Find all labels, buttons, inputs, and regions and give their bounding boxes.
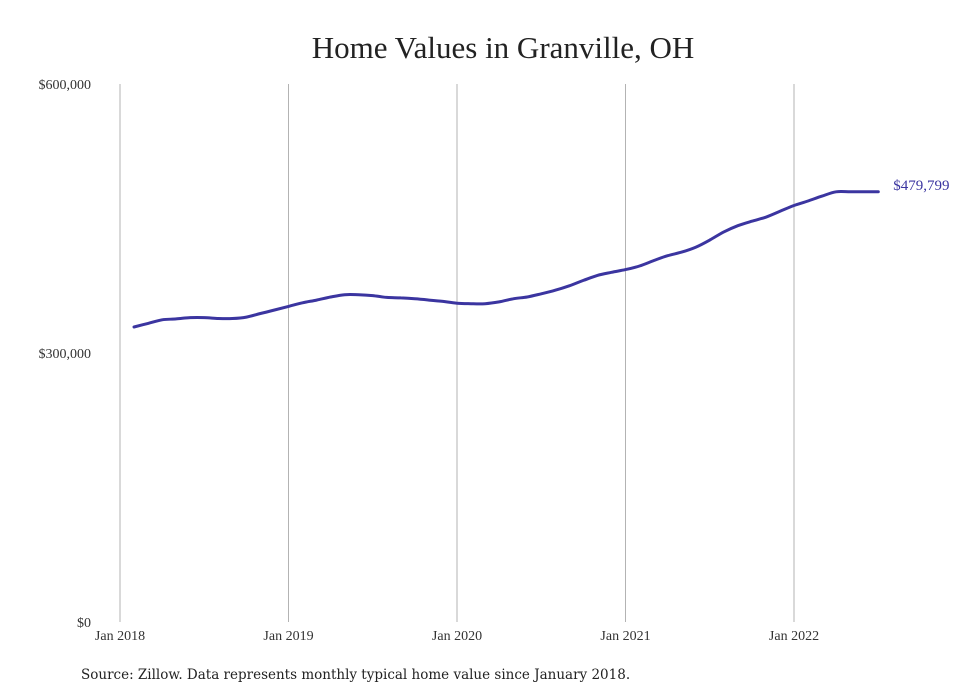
x-tick-label: Jan 2020 xyxy=(432,629,482,644)
x-tick-label: Jan 2019 xyxy=(263,629,313,644)
y-tick-label: $300,000 xyxy=(39,347,92,362)
x-tick-label: Jan 2018 xyxy=(95,629,145,644)
y-tick-label: $600,000 xyxy=(39,78,92,93)
end-value-label: $479,799 xyxy=(893,178,949,194)
series-lines xyxy=(132,189,880,329)
data-labels: $479,799 xyxy=(893,178,949,194)
y-axis-tick-labels: $0 $300,000 $600,000 xyxy=(39,78,92,631)
x-tick-label: Jan 2022 xyxy=(769,629,819,644)
x-axis-tick-labels: Jan 2018 Jan 2019 Jan 2020 Jan 2021 Jan 2022 xyxy=(95,629,819,644)
y-tick-label: $0 xyxy=(77,616,91,631)
gridlines xyxy=(119,84,795,622)
source-note: Source: Zillow. Data represents monthly … xyxy=(81,667,631,683)
chart-title: Home Values in Granville, OH xyxy=(311,30,695,65)
x-tick-label: Jan 2021 xyxy=(600,629,650,644)
series-line xyxy=(132,189,880,329)
